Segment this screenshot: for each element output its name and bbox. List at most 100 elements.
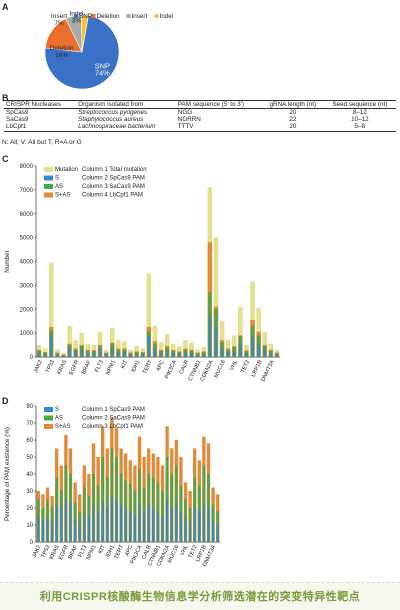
x-tick-label: TET2 [240, 359, 251, 374]
legend-description: Column 3 LbCpf1 PAM [82, 424, 143, 430]
pie-value-label: Deletion 16% [50, 45, 74, 59]
x-tick-label: IDH1 [131, 359, 142, 373]
table-row: SpCas9 Streptococcus pyogenes NGG 20 8–1… [4, 109, 396, 117]
bar-s [216, 524, 219, 543]
y-tick-label: 6000 [20, 212, 34, 218]
bar-s [220, 347, 224, 358]
chart-d: 0 10 20 30 40 50 60 70 80 Percentage of PAM exist… [4, 404, 220, 568]
bar-s [175, 502, 178, 543]
y-tick-label: 60 [26, 438, 33, 444]
panel-a-label: A [2, 2, 9, 12]
y-tick-label: 40 [26, 472, 33, 478]
bar-s [124, 507, 127, 543]
bar-s [106, 507, 109, 543]
y-tick-label: 5000 [20, 236, 34, 242]
legend-label: Insert [132, 13, 148, 20]
bar-s [97, 511, 99, 543]
caption-bar [0, 582, 400, 610]
pie-value-label: SNP 74% [95, 62, 111, 78]
bar-s [269, 353, 272, 358]
bar-s [190, 353, 193, 358]
table-header-cell: Organism isolated from [76, 100, 176, 109]
bar-s [239, 343, 242, 358]
legend-swatch [44, 167, 53, 172]
x-tick-label: IDH1 [105, 544, 116, 558]
table-header-row: CRISPR Nucleases Organism isolated from … [4, 100, 396, 109]
bar-s [60, 507, 63, 543]
bar-s [275, 354, 279, 358]
bar-s [62, 355, 65, 358]
bar-s [55, 504, 58, 543]
legend-swatch [91, 14, 96, 18]
x-tick-label: KIT [120, 359, 129, 370]
bar-s [202, 354, 205, 358]
bar-s [51, 521, 53, 543]
bar-s [37, 353, 41, 358]
bar-s [120, 504, 122, 543]
bar-s [189, 521, 191, 543]
table-cell: 10–12 [351, 116, 369, 124]
bar-s [111, 348, 114, 358]
x-tick-label: APC [124, 544, 134, 557]
x-tick-label: KRAS [49, 544, 61, 561]
bar-s [46, 518, 49, 543]
bar-s [263, 349, 266, 358]
y-tick-label: 10 [26, 523, 33, 529]
x-tick-label: FLT3 [78, 544, 89, 558]
table-row: LbCpf1 Lachnospiraceae bacterium TTTV 20… [4, 123, 396, 132]
bar-s [41, 521, 44, 543]
legend-label: AS [55, 184, 63, 190]
table-cell: SpCas9 [6, 109, 29, 116]
y-tick-label: 1000 [20, 331, 34, 337]
bar-s [147, 504, 150, 543]
x-tick-label: TP53 [41, 544, 52, 559]
bar-s [153, 348, 157, 358]
bar-s [68, 348, 71, 358]
y-axis-title: Number [4, 250, 11, 272]
bar-s [166, 499, 168, 543]
bar-s [86, 353, 89, 358]
legend-label: AS [55, 416, 63, 422]
legend-description: Column 1 Total mutation [82, 167, 147, 173]
x-tick-label: TERT [142, 359, 154, 375]
bar-s [147, 335, 150, 358]
legend-swatch [44, 415, 53, 421]
table-row: SaCas9 Staphylococcus aureus NGRRN 22 10… [4, 116, 396, 123]
x-tick-label: PIK3CA [164, 359, 178, 380]
bar-s [135, 354, 138, 358]
legend-swatch [74, 14, 78, 18]
bar-s [133, 516, 136, 543]
legend-label: Deletion [97, 13, 121, 20]
legend-swatch [44, 184, 53, 189]
legend-label: SNP [79, 13, 92, 20]
legend-label: Indel [160, 13, 174, 20]
bar-s [129, 354, 132, 358]
pie-slice-indel [81, 14, 89, 53]
legend-label: S+AS [55, 193, 71, 199]
table-cell: 20 [261, 123, 324, 132]
y-tick-label: 0 [30, 540, 34, 546]
y-tick-label: 20 [26, 506, 33, 512]
bar-s [172, 353, 175, 358]
legend-swatch [44, 175, 53, 181]
bar-s [129, 511, 132, 543]
bar-s [78, 524, 81, 543]
bar-s [83, 512, 86, 543]
x-tick-label: VHL [229, 359, 239, 371]
x-tick-label: TET2 [188, 544, 199, 559]
bar-s [257, 343, 260, 358]
x-tick-label: APC [156, 359, 166, 372]
table-cell: SaCas9 [6, 116, 29, 124]
table-cell: Staphylococcus aureus [78, 116, 144, 124]
bar-s [43, 354, 47, 358]
pie-value-label: Insert 7% [51, 13, 67, 27]
bar-s [115, 499, 118, 543]
table-cell: 20 [289, 109, 297, 116]
bar-s [245, 353, 248, 358]
panel-b-label: B [2, 93, 9, 103]
y-tick-label: 8000 [20, 164, 34, 170]
bar-s [138, 502, 141, 543]
bar-s [184, 518, 187, 543]
table-cell: 8–12 [352, 109, 367, 116]
y-tick-label: 80 [26, 404, 33, 410]
